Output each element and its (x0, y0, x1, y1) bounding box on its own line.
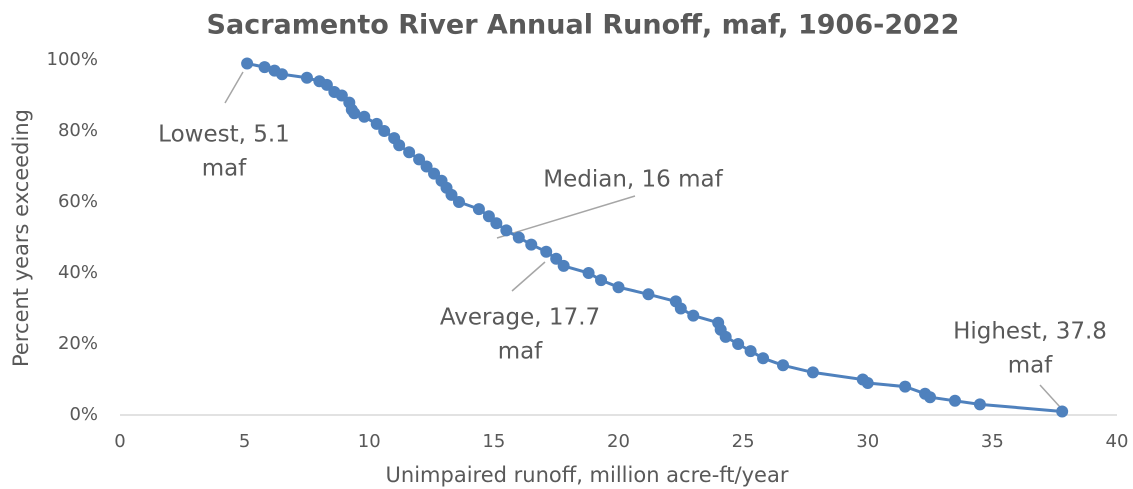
data-point (744, 345, 757, 358)
data-point (490, 217, 503, 230)
data-point (378, 125, 391, 137)
annotation: Average, 17.7 (440, 305, 600, 331)
data-point (428, 167, 441, 180)
x-tick-label: 25 (732, 431, 755, 452)
data-point (948, 394, 961, 407)
data-point (300, 71, 313, 84)
x-axis-title: Unimpaired runoff, million acre-ft/year (386, 463, 789, 487)
data-point (241, 57, 254, 70)
annotation: maf (202, 156, 247, 182)
y-axis-title: Percent years exceeding (9, 109, 33, 367)
annotation: Median, 16 maf (543, 167, 723, 193)
annotation: maf (1008, 353, 1053, 379)
data-point (452, 196, 465, 208)
data-point (335, 89, 348, 102)
data-point (550, 252, 563, 265)
annotation: maf (498, 339, 543, 365)
y-tick-label: 0% (69, 404, 98, 425)
data-point (687, 309, 700, 322)
y-tick-label: 40% (58, 262, 98, 283)
data-point (320, 78, 333, 91)
data-point (732, 338, 745, 350)
data-point (482, 210, 495, 223)
annotation: Lowest, 5.1 (158, 122, 290, 148)
data-point (348, 107, 361, 120)
x-tick-label: 15 (482, 431, 505, 452)
x-tick-label: 40 (1106, 431, 1129, 452)
y-tick-label: 80% (58, 120, 98, 141)
data-point (445, 188, 458, 201)
data-point (358, 110, 371, 123)
data-point (500, 224, 513, 237)
data-point (757, 352, 770, 365)
data-point (413, 153, 426, 166)
data-point (719, 330, 732, 343)
data-point (472, 203, 485, 216)
leader-line (511, 261, 546, 292)
annotation: Highest, 37.8 (953, 319, 1107, 345)
data-point (370, 117, 383, 130)
data-point (512, 231, 525, 244)
x-tick-label: 0 (114, 431, 125, 452)
data-point (420, 160, 433, 173)
leader-lines (224, 71, 1061, 408)
data-point (403, 146, 416, 159)
y-tick-label: 20% (58, 333, 98, 354)
data-point (276, 68, 289, 81)
data-point (595, 274, 608, 287)
y-tick-label: 100% (47, 49, 98, 70)
data-point (1056, 405, 1069, 418)
leader-line (496, 195, 636, 239)
x-tick-label: 20 (607, 431, 630, 452)
leader-line (224, 71, 244, 104)
data-point (258, 61, 271, 74)
x-tick-label: 5 (239, 431, 250, 452)
data-point (525, 238, 538, 251)
data-point (393, 139, 406, 152)
data-point (924, 391, 937, 404)
x-tick-label: 35 (981, 431, 1004, 452)
chart-title: Sacramento River Annual Runoff, maf, 190… (207, 10, 960, 41)
x-tick-label: 10 (358, 431, 381, 452)
data-point (674, 302, 687, 315)
data-point (612, 281, 625, 294)
data-point (582, 267, 595, 279)
data-point (540, 245, 553, 258)
data-point (806, 366, 819, 379)
data-point (973, 398, 986, 411)
data-point (557, 259, 570, 272)
data-point (642, 288, 655, 301)
leader-line (1039, 384, 1061, 408)
x-tick-label: 30 (856, 431, 879, 452)
data-point (777, 359, 790, 372)
data-point (899, 380, 912, 393)
y-tick-label: 60% (58, 191, 98, 212)
data-point (861, 377, 874, 390)
